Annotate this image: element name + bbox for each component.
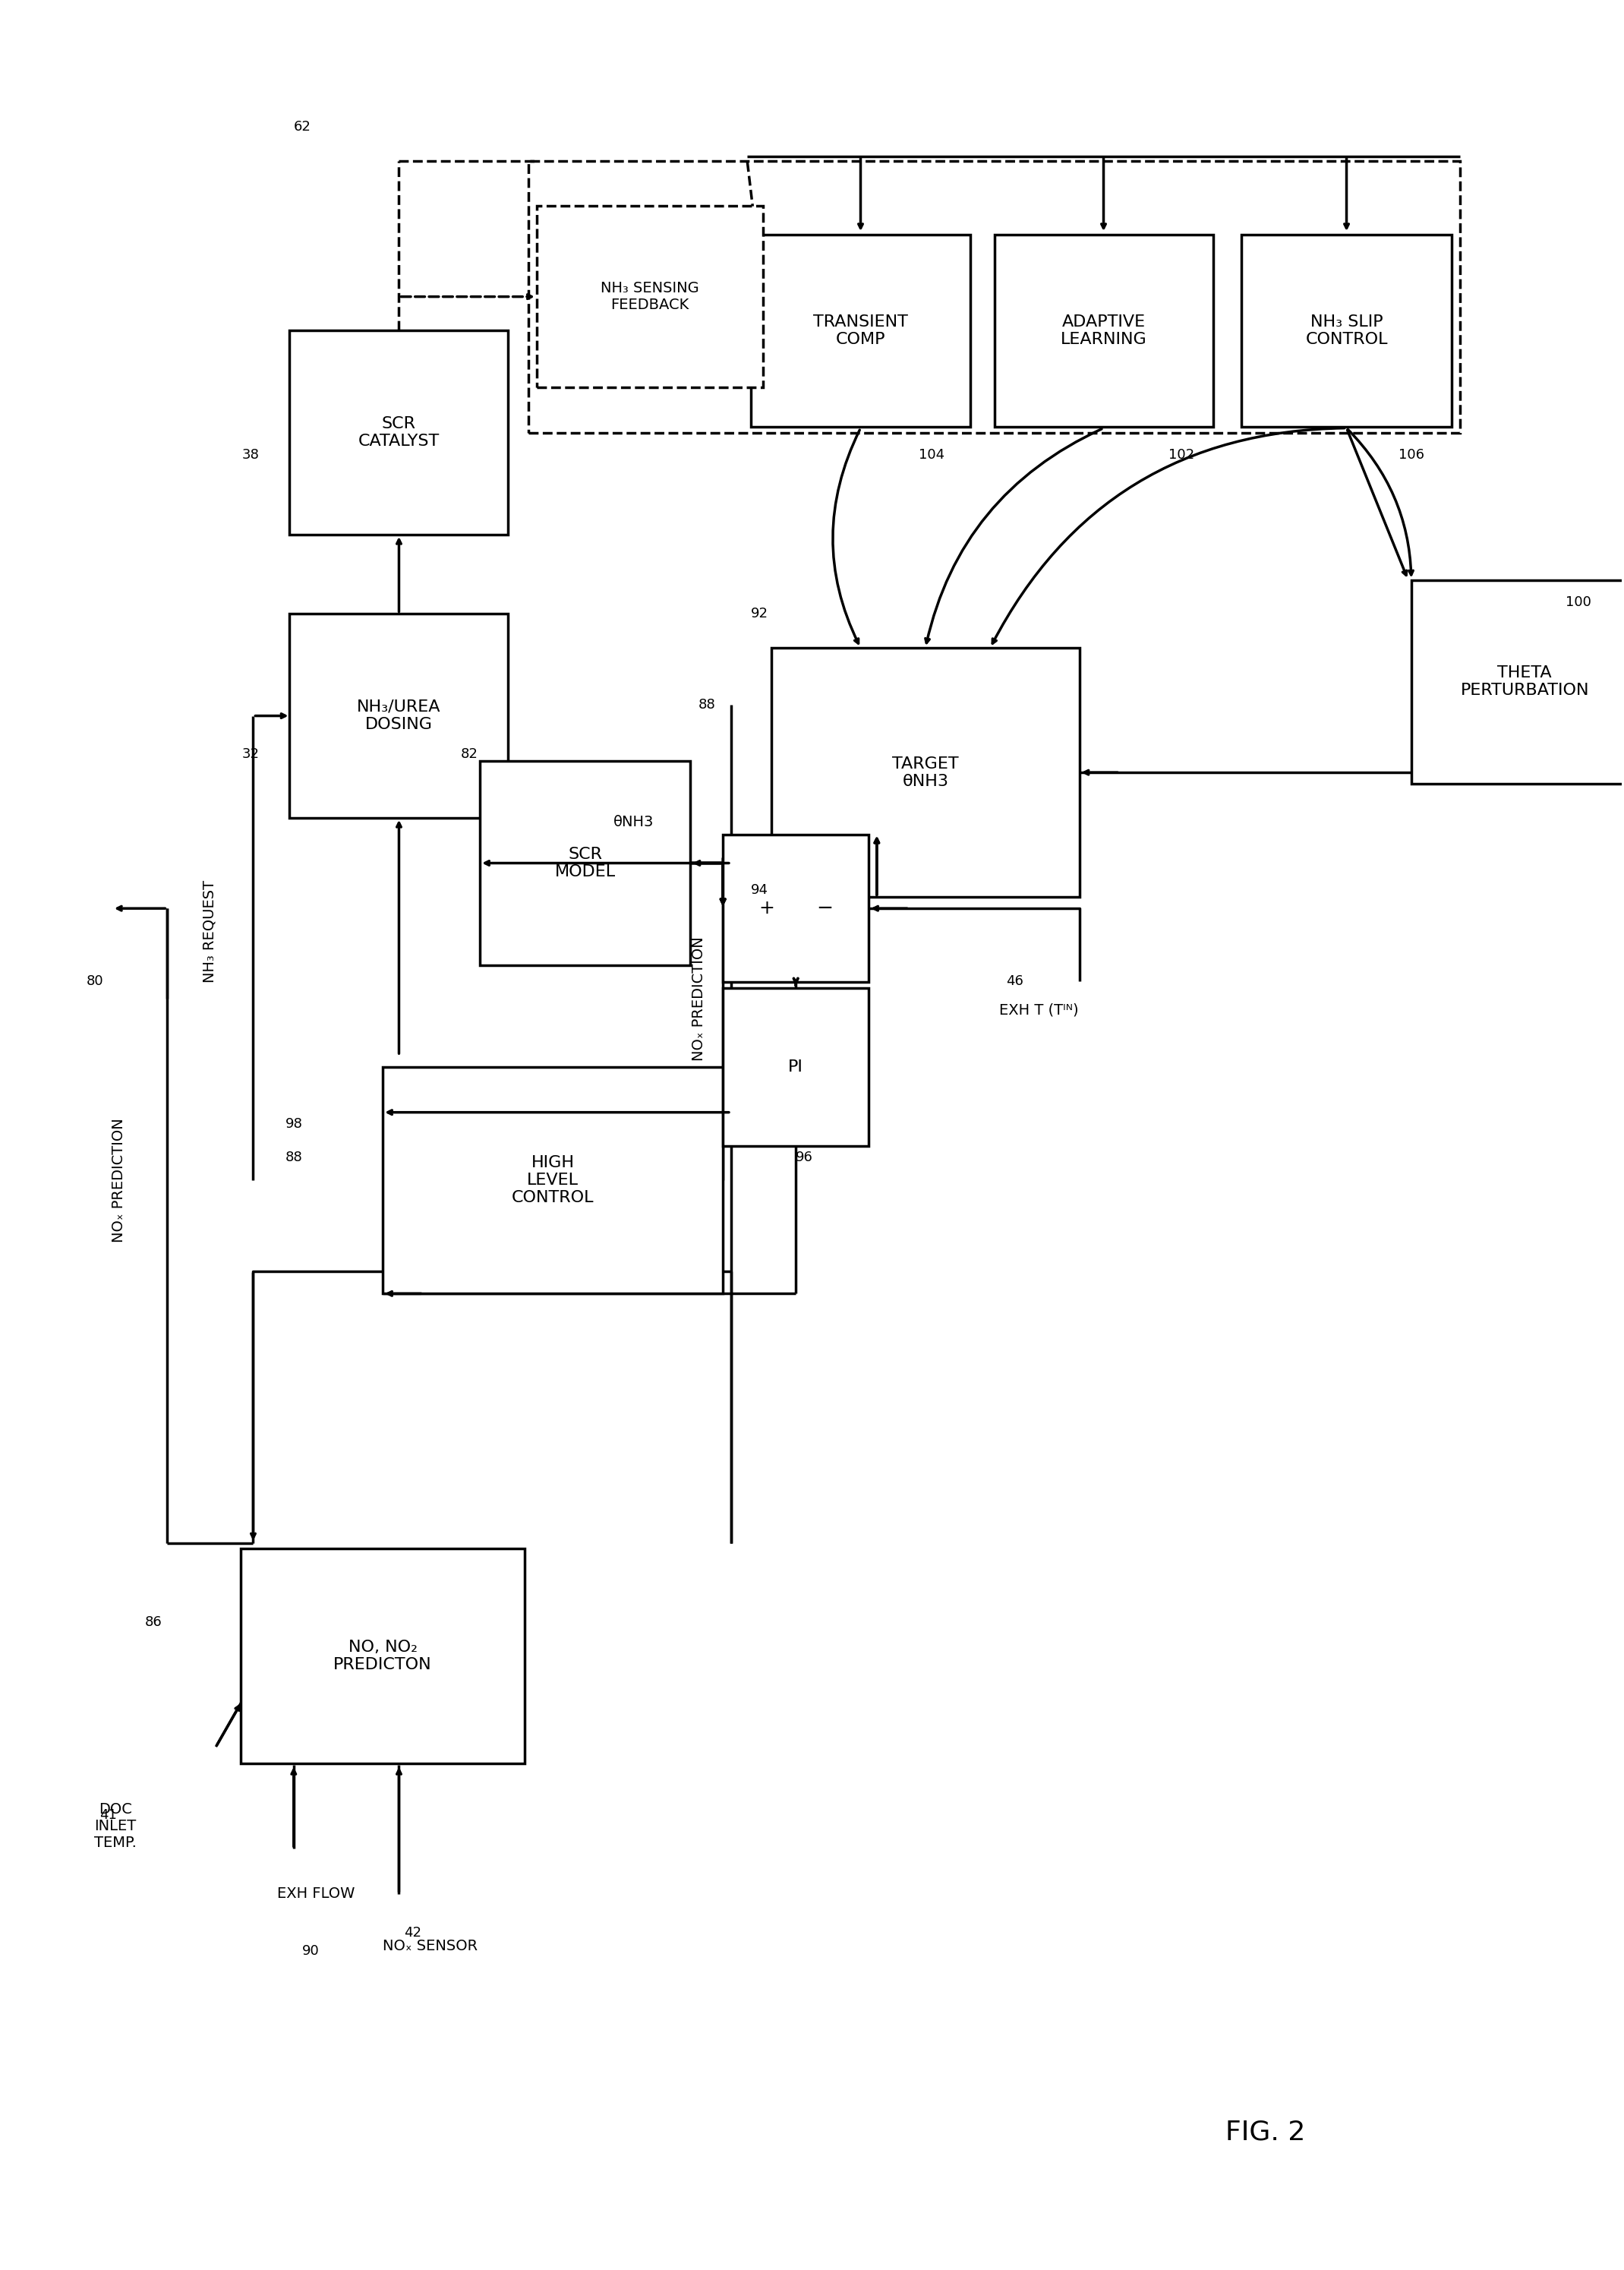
Text: 82: 82 [461, 747, 477, 760]
Text: HIGH
LEVEL
CONTROL: HIGH LEVEL CONTROL [512, 1155, 594, 1205]
Text: THETA
PERTURBATION: THETA PERTURBATION [1460, 665, 1588, 699]
Text: NH₃ SENSING
FEEDBACK: NH₃ SENSING FEEDBACK [601, 281, 700, 313]
Text: ADAPTIVE
LEARNING: ADAPTIVE LEARNING [1060, 313, 1147, 347]
Text: 46: 46 [1007, 974, 1023, 987]
Text: 102: 102 [1168, 449, 1194, 463]
FancyBboxPatch shape [536, 207, 763, 388]
Text: PI: PI [788, 1060, 804, 1074]
Text: SCR
CATALYST: SCR CATALYST [359, 415, 440, 449]
FancyBboxPatch shape [383, 1067, 723, 1294]
Text: 88: 88 [698, 697, 716, 711]
Text: 104: 104 [919, 449, 945, 463]
Text: EXH T (Tᴵᴺ): EXH T (Tᴵᴺ) [999, 1003, 1078, 1017]
Text: 38: 38 [242, 449, 260, 463]
Text: θNH3: θNH3 [614, 815, 654, 829]
FancyBboxPatch shape [994, 234, 1213, 427]
Text: NOₓ PREDICTION: NOₓ PREDICTION [692, 938, 706, 1062]
Text: NO, NO₂
PREDICTON: NO, NO₂ PREDICTON [333, 1639, 432, 1673]
Text: 80: 80 [86, 974, 104, 987]
Text: −: − [817, 899, 833, 919]
Text: 88: 88 [286, 1151, 302, 1165]
FancyBboxPatch shape [723, 835, 869, 983]
Text: 90: 90 [302, 1943, 318, 1957]
FancyBboxPatch shape [481, 760, 690, 965]
Text: NOₓ PREDICTION: NOₓ PREDICTION [112, 1119, 127, 1242]
Text: NOₓ SENSOR: NOₓ SENSOR [383, 1939, 477, 1954]
Text: NH₃ REQUEST: NH₃ REQUEST [203, 881, 216, 983]
Text: NH₃ SLIP
CONTROL: NH₃ SLIP CONTROL [1306, 313, 1389, 347]
FancyBboxPatch shape [771, 647, 1080, 897]
Text: DOC
INLET
TEMP.: DOC INLET TEMP. [94, 1802, 136, 1850]
Text: TARGET
θNH3: TARGET θNH3 [892, 756, 958, 790]
Text: 106: 106 [1398, 449, 1424, 463]
Text: 96: 96 [796, 1151, 814, 1165]
FancyBboxPatch shape [752, 234, 970, 427]
FancyBboxPatch shape [723, 987, 869, 1146]
FancyBboxPatch shape [289, 613, 508, 817]
Text: 42: 42 [404, 1925, 421, 1939]
Text: 92: 92 [750, 606, 768, 620]
Text: 62: 62 [294, 120, 312, 134]
FancyBboxPatch shape [1241, 234, 1452, 427]
Text: FIG. 2: FIG. 2 [1226, 2118, 1306, 2145]
Text: SCR
MODEL: SCR MODEL [555, 847, 615, 878]
FancyBboxPatch shape [1411, 579, 1624, 783]
Text: 41: 41 [99, 1807, 117, 1821]
Text: 94: 94 [750, 883, 768, 897]
Text: 86: 86 [145, 1616, 162, 1630]
FancyBboxPatch shape [289, 331, 508, 533]
Text: 98: 98 [286, 1117, 304, 1130]
FancyBboxPatch shape [240, 1548, 525, 1764]
Text: NH₃/UREA
DOSING: NH₃/UREA DOSING [357, 699, 440, 733]
Text: 32: 32 [242, 747, 260, 760]
Text: +: + [758, 899, 775, 917]
Text: TRANSIENT
COMP: TRANSIENT COMP [814, 313, 908, 347]
Text: 100: 100 [1566, 595, 1592, 608]
Text: EXH FLOW: EXH FLOW [278, 1886, 356, 1902]
